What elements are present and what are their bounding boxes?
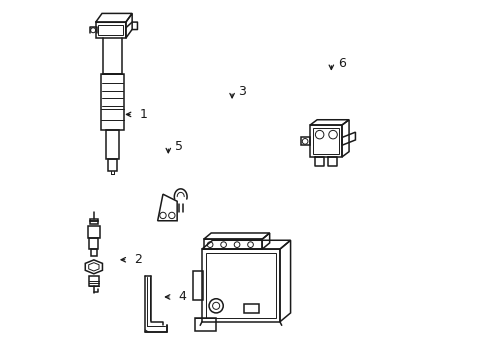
Text: 5: 5 bbox=[174, 140, 183, 153]
Text: 3: 3 bbox=[238, 85, 246, 98]
Text: 4: 4 bbox=[178, 291, 186, 303]
Text: 2: 2 bbox=[134, 253, 142, 266]
Text: 6: 6 bbox=[337, 57, 345, 69]
Text: 1: 1 bbox=[139, 108, 147, 121]
